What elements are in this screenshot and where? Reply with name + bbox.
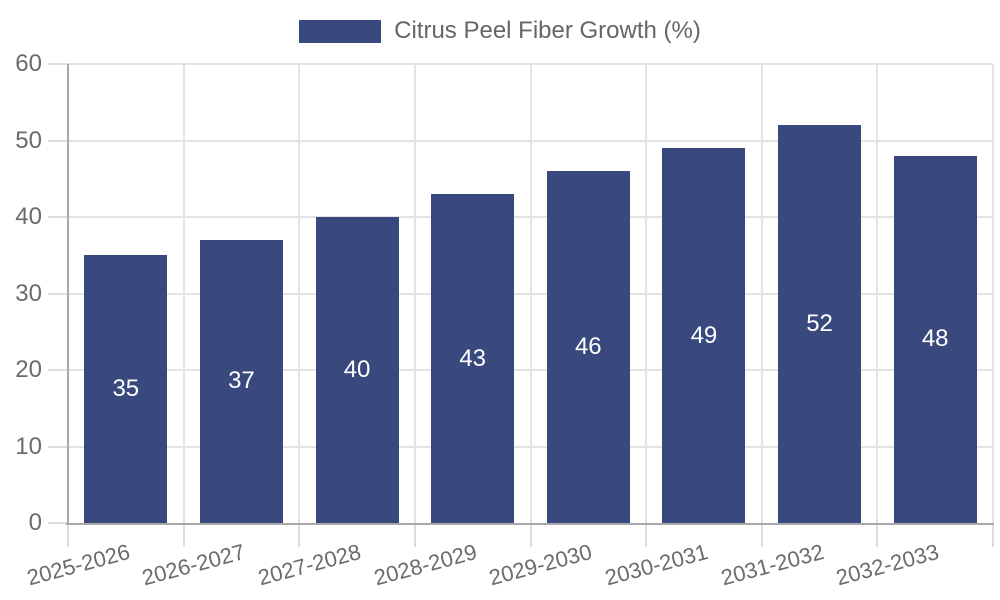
- y-axis-tick-label: 60: [15, 50, 42, 77]
- x-axis-tick: [298, 525, 301, 547]
- gridline-vertical: [182, 64, 185, 523]
- x-axis-tick: [992, 525, 994, 547]
- bar-value-label: 37: [228, 367, 255, 395]
- legend-swatch: [299, 19, 382, 43]
- plot-area: 35 37 40 43 46 49 52 48: [48, 63, 994, 547]
- x-axis-line: [66, 523, 994, 525]
- bar[interactable]: [893, 155, 977, 523]
- y-axis-tick-label: 30: [15, 279, 42, 307]
- bar[interactable]: [662, 148, 746, 523]
- y-axis-tick-label: 20: [15, 356, 42, 383]
- x-axis-tick: [529, 525, 532, 547]
- bar[interactable]: [546, 171, 630, 523]
- y-axis-tick-label: 0: [28, 509, 42, 536]
- x-axis-tick: [760, 525, 763, 547]
- bar-value-label: 43: [459, 344, 487, 372]
- gridline-vertical: [876, 64, 879, 523]
- bar[interactable]: [778, 125, 862, 523]
- y-axis-tick: [48, 369, 68, 371]
- bar-value-label: 48: [921, 325, 949, 353]
- x-axis-tick: [182, 525, 185, 547]
- y-axis-line: [67, 64, 69, 525]
- y-axis-tick-label: 10: [15, 432, 42, 460]
- legend-label: Citrus Peel Fiber Growth (%): [394, 17, 701, 44]
- y-axis-tick: [48, 445, 68, 448]
- bar-value-label: 49: [690, 321, 718, 349]
- gridline-vertical: [413, 64, 416, 523]
- y-axis-tick: [48, 216, 68, 218]
- y-axis-tick: [48, 63, 68, 65]
- y-axis-tick: [48, 139, 68, 142]
- bar[interactable]: [199, 239, 283, 523]
- gridline-vertical: [298, 64, 301, 523]
- y-axis-tick: [48, 522, 68, 524]
- gridline-vertical: [529, 64, 532, 523]
- gridline-vertical: [760, 64, 763, 523]
- bar[interactable]: [315, 217, 399, 523]
- bar-value-label: 35: [112, 375, 140, 403]
- x-axis-tick: [67, 525, 69, 547]
- gridline-vertical: [645, 64, 648, 523]
- bar-value-label: 46: [574, 333, 602, 361]
- y-axis-tick-label: 50: [15, 126, 42, 154]
- legend[interactable]: Citrus Peel Fiber Growth (%): [0, 17, 1000, 45]
- x-axis-tick-labels: 2025-2026 2026-2027 2027-2028 2028-2029 2029…: [24, 523, 993, 600]
- y-axis-tick-label: 40: [15, 203, 42, 230]
- x-axis-tick: [645, 525, 648, 547]
- bar[interactable]: [84, 255, 168, 523]
- y-axis-tick-labels: 0 10 20 30 40 50 60: [0, 50, 48, 536]
- gridline-vertical: [992, 64, 994, 523]
- x-axis-tick: [876, 525, 879, 547]
- bar-value-label: 40: [343, 356, 371, 383]
- x-axis-tick: [413, 525, 416, 547]
- bar[interactable]: [431, 194, 515, 523]
- bar-value-label: 52: [806, 310, 833, 338]
- y-axis-tick: [48, 292, 68, 295]
